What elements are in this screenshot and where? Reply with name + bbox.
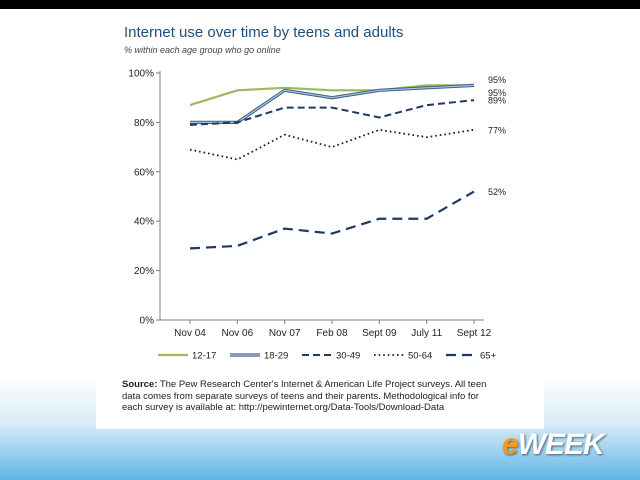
- legend: 12-17 18-29 30-49 50-64 65+: [158, 351, 497, 362]
- y-tick-label: 100%: [128, 69, 154, 80]
- legend-label-18-29: 18-29: [264, 351, 288, 362]
- eweek-logo: eWEEK: [502, 428, 605, 462]
- x-tick-label: July 11: [411, 328, 442, 339]
- series-line-30-49: [189, 99, 475, 126]
- x-tick-label: Feb 08: [316, 328, 348, 339]
- y-tick-label: 20%: [134, 266, 154, 277]
- end-labels-layer: 95%95%89%77%52%: [488, 75, 506, 197]
- x-tick-label: Nov 04: [174, 328, 206, 339]
- end-label-65: 52%: [488, 187, 506, 197]
- chart-panel: [96, 11, 544, 429]
- series-line-12-17: [189, 84, 474, 107]
- source-text: The Pew Research Center's Internet & Ame…: [122, 379, 487, 413]
- y-tick-label: 80%: [134, 118, 154, 129]
- x-tick-label: Nov 06: [221, 328, 253, 339]
- chart-subtitle: % within each age group who go online: [124, 45, 281, 55]
- y-tick-label: 60%: [134, 167, 154, 178]
- end-label-12-17: 95%: [488, 75, 506, 85]
- chart-axes: 0% 20% 40% 60% 80% 100% Nov 04 Nov 06 Nov 07 Feb …: [128, 69, 491, 340]
- series-layer: [189, 83, 475, 250]
- legend-label-30-49: 30-49: [336, 351, 360, 362]
- x-tick-label: Nov 07: [269, 328, 301, 339]
- end-label-50-64: 77%: [488, 125, 506, 135]
- end-label-30-49: 89%: [488, 96, 506, 106]
- logo-e: e: [502, 428, 519, 461]
- end-label-18-29: 95%: [488, 88, 506, 98]
- x-tick-label: Sept 09: [362, 328, 397, 339]
- chart-title: Internet use over time by teens and adul…: [124, 24, 404, 41]
- series-line-65: [189, 190, 475, 250]
- series-line-50-64: [189, 128, 475, 161]
- source-label: Source:: [122, 379, 158, 390]
- logo-week: WEEK: [517, 428, 605, 461]
- x-tick-label: Sept 12: [457, 328, 492, 339]
- y-tick-label: 40%: [134, 217, 154, 228]
- legend-label-65: 65+: [480, 351, 497, 362]
- legend-label-12-17: 12-17: [192, 351, 216, 362]
- y-tick-label: 0%: [140, 316, 155, 327]
- source-note: Source: The Pew Research Center's Intern…: [122, 379, 502, 414]
- top-black-bar: [0, 0, 640, 9]
- legend-label-50-64: 50-64: [408, 351, 432, 362]
